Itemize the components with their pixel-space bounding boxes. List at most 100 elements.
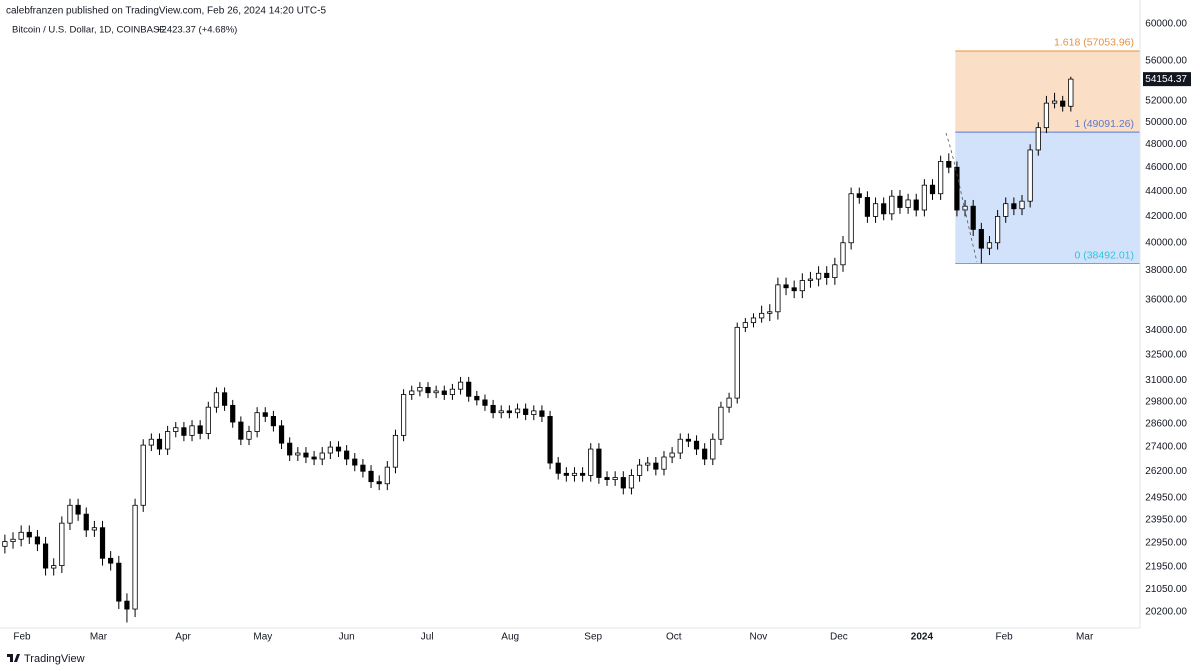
candle-body	[474, 395, 480, 401]
candle-body	[490, 404, 496, 414]
y-tick-label: 21950.00	[1145, 561, 1187, 572]
y-tick-label: 29800.00	[1145, 396, 1187, 407]
candle-body	[425, 387, 431, 394]
candle-body	[213, 392, 220, 408]
candle-body	[1003, 203, 1009, 217]
candle-body	[710, 438, 716, 460]
candle-body	[352, 458, 358, 466]
candle-body	[506, 410, 512, 414]
candle-body	[189, 425, 195, 436]
candle-body	[604, 477, 610, 480]
candle-body	[278, 425, 285, 444]
candle-body	[718, 406, 724, 440]
y-tick-label: 36000.00	[1145, 294, 1187, 305]
y-tick-label: 40000.00	[1145, 237, 1187, 248]
candle-body	[978, 229, 984, 249]
candle-body	[360, 464, 366, 472]
candle-body	[514, 408, 521, 414]
candle-body	[1043, 102, 1050, 129]
candle-body	[75, 504, 81, 515]
candle-body	[563, 472, 569, 476]
candle-body	[580, 472, 586, 476]
candle-body	[946, 161, 952, 168]
candle-body	[970, 205, 976, 230]
candle-body	[262, 412, 268, 417]
candle-body	[148, 438, 154, 446]
y-tick-label: 27400.00	[1145, 442, 1187, 453]
candle-body	[10, 538, 16, 543]
candle-body	[653, 462, 659, 470]
candle-body	[571, 472, 578, 476]
y-tick-label: 31000.00	[1145, 375, 1187, 386]
y-tick-label: 32500.00	[1145, 350, 1187, 361]
candle-body	[368, 470, 374, 483]
candle-body	[295, 452, 301, 456]
candle-body	[799, 280, 805, 292]
candle-body	[938, 161, 944, 195]
publisher: calebfranzen published on TradingView.co…	[6, 6, 326, 17]
candle-body	[238, 421, 244, 440]
candle-body	[677, 438, 683, 454]
candle-body	[498, 410, 504, 414]
y-tick-label: 60000.00	[1145, 18, 1187, 29]
y-tick-label: 50000.00	[1145, 117, 1187, 128]
candle-body	[832, 264, 838, 279]
candle-body	[67, 504, 73, 524]
candle-body	[230, 404, 236, 423]
candle-body	[2, 541, 8, 547]
y-tick-label: 20200.00	[1145, 606, 1187, 617]
candle-body	[767, 311, 773, 314]
candle-body	[986, 242, 993, 249]
candle-body	[669, 452, 675, 458]
candle-body	[588, 448, 594, 476]
candle-body	[441, 390, 447, 395]
candle-body	[759, 312, 765, 319]
candle-body	[815, 272, 822, 280]
y-tick-label: 52000.00	[1145, 96, 1187, 107]
candle-body	[140, 444, 146, 506]
candle-body	[449, 388, 456, 395]
candle-body	[91, 527, 97, 531]
candle-body	[1027, 149, 1033, 202]
candle-body	[384, 466, 390, 485]
x-tick-label: Feb	[13, 632, 31, 643]
candle-body	[181, 427, 187, 436]
candle-body	[685, 438, 691, 442]
candle-body	[742, 322, 748, 328]
candle-body	[34, 536, 41, 545]
candle-body	[42, 543, 49, 569]
candle-body	[1011, 203, 1017, 210]
fib-group: 1.618 (57053.96) 1 (49091.26) 0 (38492.01)	[955, 37, 1140, 265]
candle-body	[596, 448, 602, 478]
y-tick-label: 42000.00	[1145, 211, 1187, 222]
candle-body	[807, 278, 814, 281]
x-tick-label: May	[253, 632, 272, 643]
candle-body	[872, 203, 879, 217]
candle-body	[1019, 200, 1025, 210]
candle-body	[547, 416, 553, 464]
footer-logo	[7, 654, 20, 662]
x-tick-label: Aug	[501, 632, 519, 643]
candle-body	[555, 462, 561, 474]
candle-body	[270, 416, 277, 427]
y-tick-label: 56000.00	[1145, 56, 1187, 67]
candle-body	[921, 184, 927, 211]
candles	[2, 76, 1074, 623]
candle-body	[864, 197, 871, 217]
candle-body	[327, 446, 333, 454]
candle-body	[344, 450, 350, 460]
x-tick-label: Oct	[666, 632, 682, 643]
candle-body	[702, 448, 708, 460]
candle-body	[400, 394, 407, 436]
candle-body	[376, 481, 382, 485]
x-tick-label: Feb	[995, 632, 1013, 643]
candle-body	[905, 199, 911, 208]
y-tick-label: 38000.00	[1145, 265, 1187, 276]
y-tick-label: 26200.00	[1145, 466, 1187, 477]
candle-body	[83, 513, 89, 531]
candle-body	[392, 434, 399, 468]
candle-body	[791, 287, 797, 292]
candle-body	[165, 431, 171, 450]
candle-body	[457, 381, 464, 390]
